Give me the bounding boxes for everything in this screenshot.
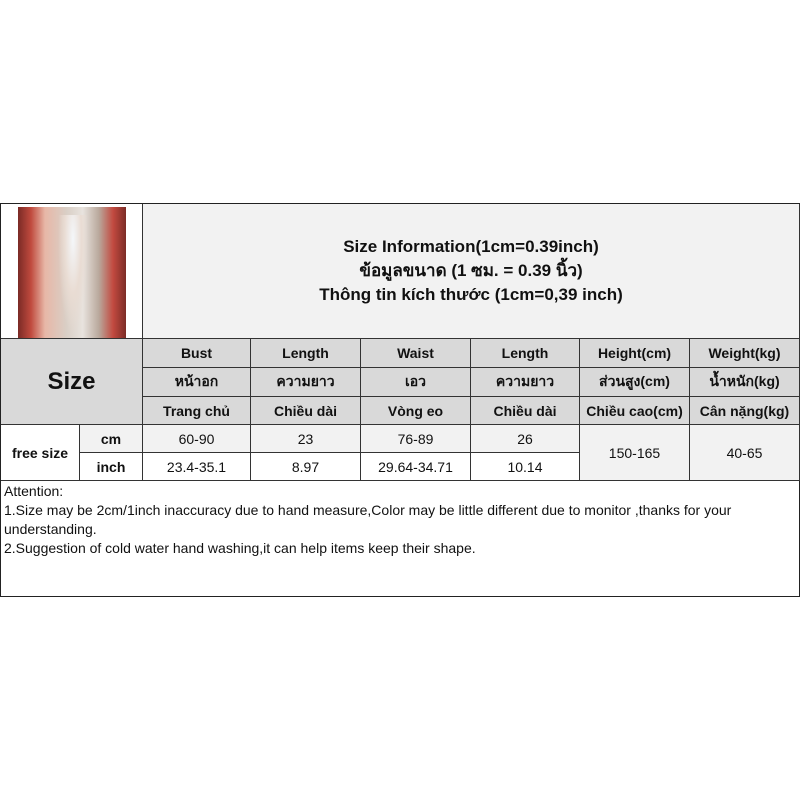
- inch-value: 23.4-35.1: [143, 453, 251, 481]
- column-header-vi: Chiều dài: [471, 397, 580, 425]
- column-header-th: ความยาว: [471, 368, 580, 397]
- title-en: Size Information(1cm=0.39inch): [343, 237, 599, 256]
- column-header-th: เอว: [361, 368, 471, 397]
- column-header-en: Length: [251, 339, 361, 368]
- unit-cm: cm: [80, 425, 143, 453]
- size-chart: Size Information(1cm=0.39inch) ข้อมูลขนา…: [0, 203, 800, 597]
- column-header-vi: Trang chủ: [143, 397, 251, 425]
- title-cell: Size Information(1cm=0.39inch) ข้อมูลขนา…: [143, 204, 800, 339]
- column-header-en: Height(cm): [580, 339, 690, 368]
- cm-value: 60-90: [143, 425, 251, 453]
- weight-value: 40-65: [690, 425, 800, 481]
- column-header-en: Bust: [143, 339, 251, 368]
- attention-note-2: 2.Suggestion of cold water hand washing,…: [4, 540, 476, 556]
- column-header-th: ความยาว: [251, 368, 361, 397]
- cm-value: 26: [471, 425, 580, 453]
- inch-value: 10.14: [471, 453, 580, 481]
- unit-inch: inch: [80, 453, 143, 481]
- product-photo: [18, 207, 126, 338]
- attention-heading: Attention:: [4, 483, 64, 499]
- cm-value: 76-89: [361, 425, 471, 453]
- row-label: free size: [1, 425, 80, 481]
- attention-note-1: 1.Size may be 2cm/1inch inaccuracy due t…: [4, 502, 732, 537]
- column-header-en: Waist: [361, 339, 471, 368]
- inch-value: 29.64-34.71: [361, 453, 471, 481]
- inch-value: 8.97: [251, 453, 361, 481]
- size-label: Size: [1, 339, 143, 425]
- cm-value: 23: [251, 425, 361, 453]
- attention-notes: Attention: 1.Size may be 2cm/1inch inacc…: [4, 482, 794, 558]
- product-photo-cell: [1, 204, 143, 339]
- column-header-th: น้ำหนัก(kg): [690, 368, 800, 397]
- column-header-vi: Cân nặng(kg): [690, 397, 800, 425]
- title-vi: Thông tin kích thước (1cm=0,39 inch): [319, 285, 623, 304]
- column-header-th: ส่วนสูง(cm): [580, 368, 690, 397]
- column-header-th: หน้าอก: [143, 368, 251, 397]
- title-th: ข้อมูลขนาด (1 ซม. = 0.39 นิ้ว): [359, 261, 583, 280]
- column-header-en: Weight(kg): [690, 339, 800, 368]
- column-header-vi: Vòng eo: [361, 397, 471, 425]
- column-header-vi: Chiều dài: [251, 397, 361, 425]
- height-value: 150-165: [580, 425, 690, 481]
- column-header-en: Length: [471, 339, 580, 368]
- column-header-vi: Chiều cao(cm): [580, 397, 690, 425]
